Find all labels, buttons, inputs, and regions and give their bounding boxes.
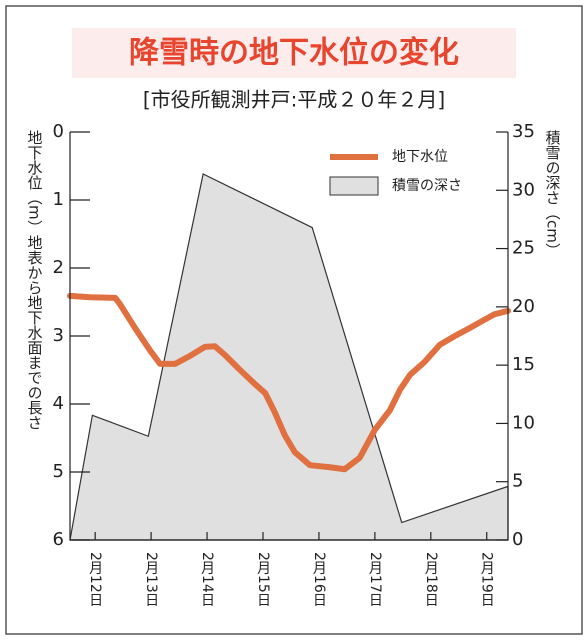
y-axis-label: 地下水位（m）地表から地下水面までの長さ [26, 130, 44, 430]
y2-tick-label: 30 [512, 179, 535, 200]
x-tick-label: 2月13日 [143, 552, 159, 607]
y-tick-label: 1 [53, 189, 64, 210]
y2-tick-label: 10 [512, 412, 535, 433]
y-tick-label: 3 [53, 325, 64, 346]
y-tick-label: 2 [53, 257, 64, 278]
chart-title: 降雪時の地下水位の変化 [129, 36, 459, 71]
water-level-line [67, 292, 511, 473]
x-tick-label: 2月14日 [199, 552, 215, 607]
y2-tick-label: 20 [512, 296, 535, 317]
y2-tick-label: 25 [512, 238, 535, 259]
x-tick-label: 2月19日 [479, 552, 495, 607]
y-tick-label: 5 [53, 461, 64, 482]
legend-label: 積雪の深さ [392, 178, 462, 194]
y2-tick-label: 5 [512, 471, 523, 492]
y2-axis-label: 積雪の深さ（cm） [544, 130, 562, 258]
y2-tick-label: 15 [512, 354, 535, 375]
x-tick-label: 2月18日 [423, 552, 439, 607]
legend-swatch [329, 176, 379, 196]
y-tick-label: 0 [53, 121, 64, 142]
chart-subtitle: [市役所観測井戸:平成２０年２月] [143, 88, 445, 112]
title-background [72, 28, 516, 78]
y2-tick-label: 35 [512, 121, 535, 142]
legend-label: 地下水位 [392, 149, 448, 165]
y-tick-label: 4 [53, 393, 64, 414]
y-tick-label: 6 [53, 529, 64, 550]
x-tick-label: 2月12日 [87, 552, 103, 607]
x-tick-label: 2月16日 [311, 552, 327, 607]
y2-tick-label: 0 [512, 529, 523, 550]
x-tick-label: 2月17日 [367, 552, 383, 607]
x-tick-label: 2月15日 [255, 552, 271, 607]
